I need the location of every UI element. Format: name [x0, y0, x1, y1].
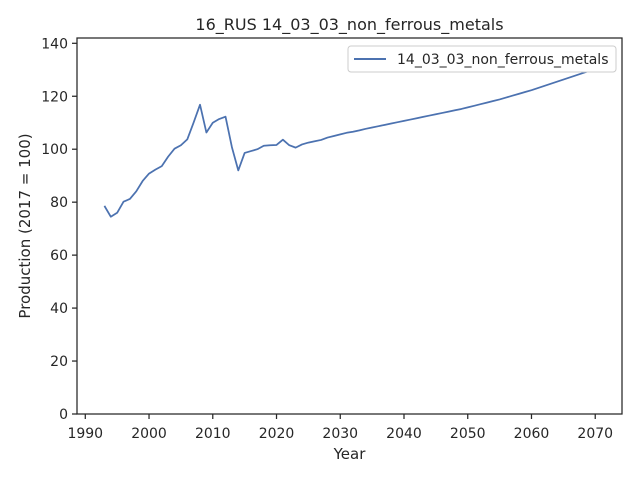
- y-tick-label: 60: [50, 248, 68, 264]
- x-tick-label: 2030: [322, 426, 358, 442]
- x-tick-label: 2060: [514, 426, 550, 442]
- legend-label: 14_03_03_non_ferrous_metals: [397, 52, 609, 68]
- y-tick-label: 0: [59, 407, 68, 423]
- legend: 14_03_03_non_ferrous_metals: [347, 45, 617, 73]
- plot-background: [77, 38, 622, 414]
- x-axis-ticks: 1990 2000 2010 2020 2030 2040 2050 2060 2070: [67, 414, 613, 442]
- x-tick-label: 2070: [577, 426, 613, 442]
- chart-title: 16_RUS 14_03_03_non_ferrous_metals: [195, 15, 503, 35]
- x-tick-label: 2020: [259, 426, 295, 442]
- y-axis-label: Production (2017 = 100): [16, 133, 34, 318]
- plot-frame: [76, 37, 623, 415]
- series-line: [103, 68, 596, 218]
- x-tick-label: 2040: [386, 426, 422, 442]
- y-tick-label: 40: [50, 301, 68, 317]
- legend-box: [347, 45, 617, 73]
- y-tick-label: 100: [41, 142, 68, 158]
- series-layer: [103, 68, 596, 218]
- x-axis-label: Year: [333, 445, 367, 463]
- y-tick-label: 20: [50, 354, 68, 370]
- y-tick-label: 80: [50, 195, 68, 211]
- y-axis-ticks: 0 20 40 60 80 100 120 140: [41, 36, 77, 423]
- y-tick-label: 140: [41, 36, 68, 52]
- x-tick-label: 2050: [450, 426, 486, 442]
- x-tick-label: 1990: [67, 426, 103, 442]
- x-tick-label: 2010: [195, 426, 231, 442]
- x-tick-label: 2000: [131, 426, 167, 442]
- y-tick-label: 120: [41, 89, 68, 105]
